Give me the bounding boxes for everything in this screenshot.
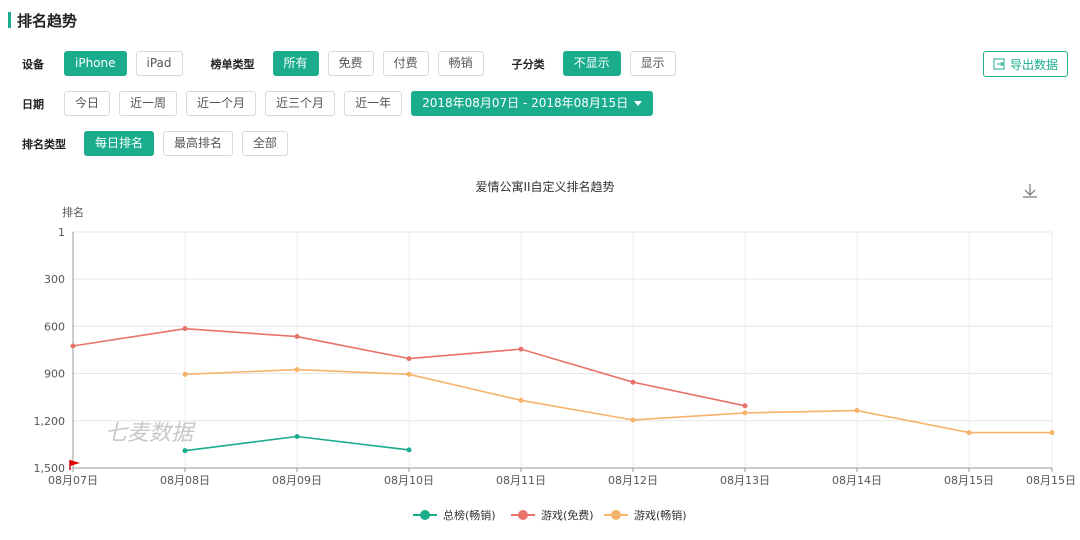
x-tick-label: 08月15日 (944, 474, 994, 487)
rank-type-daily[interactable]: 每日排名 (84, 131, 155, 156)
legend-marker (518, 510, 528, 520)
download-icon[interactable] (1023, 184, 1037, 198)
data-point[interactable] (182, 371, 188, 377)
y-tick-label: 1 (58, 226, 65, 239)
x-tick-label: 08月14日 (832, 474, 882, 487)
section-header: 排名趋势 (8, 10, 77, 30)
filter-row-device: 设备 iPhone iPad 榜单类型 所有 免费 付费 畅销 子分类 不显示 … (22, 51, 685, 76)
data-point[interactable] (294, 334, 300, 340)
export-data-label: 导出数据 (1010, 57, 1059, 72)
title-accent-bar (8, 12, 11, 28)
filter-row-date: 日期 今日 近一周 近一个月 近三个月 近一年 2018年08月07日 - 20… (22, 91, 662, 116)
data-point[interactable] (294, 434, 300, 440)
x-tick-label: 08月12日 (608, 474, 658, 487)
data-point[interactable] (294, 367, 300, 373)
export-data-button[interactable]: 导出数据 (983, 51, 1069, 77)
series-line-2 (184, 368, 1052, 434)
x-tick-label: 08月13日 (720, 474, 770, 487)
data-point[interactable] (742, 410, 748, 416)
rank-type-highest[interactable]: 最高排名 (163, 131, 234, 156)
sub-category-show[interactable]: 显示 (629, 51, 676, 76)
data-point[interactable] (742, 403, 748, 409)
date-option-year[interactable]: 近一年 (344, 91, 403, 116)
data-point[interactable] (518, 346, 524, 352)
caret-down-icon (634, 101, 643, 106)
y-tick-label: 1,500 (34, 462, 66, 475)
x-tick-label: 08月08日 (160, 474, 210, 487)
page-title: 排名趋势 (17, 11, 78, 30)
list-type-label: 榜单类型 (210, 57, 255, 71)
data-point[interactable] (406, 447, 412, 453)
data-point[interactable] (854, 408, 860, 414)
data-point[interactable] (630, 417, 636, 423)
date-option-three-months[interactable]: 近三个月 (265, 91, 336, 116)
data-point[interactable] (182, 448, 188, 454)
x-tick-label: 08月10日 (384, 474, 434, 487)
legend-marker (611, 510, 621, 520)
date-option-today[interactable]: 今日 (64, 91, 111, 116)
data-point[interactable] (630, 379, 636, 385)
y-tick-label: 600 (44, 320, 65, 333)
data-point[interactable] (182, 326, 188, 332)
y-tick-label: 1,200 (34, 415, 66, 428)
date-range-picker[interactable]: 2018年08月07日 - 2018年08月15日 (411, 91, 654, 116)
list-type-grossing[interactable]: 畅销 (437, 51, 484, 76)
x-tick-label: 08月09日 (272, 474, 322, 487)
rank-type-label: 排名类型 (22, 137, 66, 151)
rank-trend-chart: 爱情公寓II自定义排名趋势 排名 1 300 600 900 1,200 1,500 08… (34, 179, 1077, 522)
y-tick-label: 900 (44, 368, 65, 381)
date-option-week[interactable]: 近一周 (119, 91, 178, 116)
date-option-month[interactable]: 近一个月 (186, 91, 257, 116)
device-option-ipad[interactable]: iPad (135, 51, 183, 76)
data-point[interactable] (966, 430, 972, 436)
data-point[interactable] (406, 356, 412, 362)
data-point[interactable] (1049, 430, 1055, 436)
x-tick-label: 08月15日 (1026, 474, 1076, 487)
device-label: 设备 (22, 57, 44, 71)
x-tick-label: 08月11日 (496, 474, 546, 487)
legend-label[interactable]: 总榜(畅销) (443, 508, 496, 522)
watermark: 七麦数据 (105, 421, 196, 446)
device-option-iphone[interactable]: iPhone (64, 51, 127, 76)
export-icon (993, 58, 1005, 70)
legend-marker (420, 510, 430, 520)
chart-title: 爱情公寓II自定义排名趋势 (475, 179, 614, 194)
date-range-text: 2018年08月07日 - 2018年08月15日 (422, 96, 629, 110)
legend-label[interactable]: 游戏(畅销) (634, 508, 687, 522)
rank-type-all[interactable]: 全部 (242, 131, 289, 156)
flag-icon (69, 460, 80, 470)
x-tick-label: 08月07日 (48, 474, 98, 487)
date-label: 日期 (22, 97, 44, 111)
legend-label[interactable]: 游戏(免费) (541, 508, 594, 522)
list-type-free[interactable]: 免费 (327, 51, 374, 76)
sub-category-label: 子分类 (511, 57, 545, 71)
list-type-all[interactable]: 所有 (272, 51, 319, 76)
data-point[interactable] (518, 397, 524, 403)
sub-category-hide[interactable]: 不显示 (562, 51, 621, 76)
y-tick-label: 300 (44, 273, 65, 286)
data-point[interactable] (406, 371, 412, 377)
y-axis-label: 排名 (62, 205, 84, 219)
list-type-paid[interactable]: 付费 (382, 51, 429, 76)
filter-row-rank-type: 排名类型 每日排名 最高排名 全部 (22, 131, 297, 156)
data-point[interactable] (70, 343, 76, 349)
